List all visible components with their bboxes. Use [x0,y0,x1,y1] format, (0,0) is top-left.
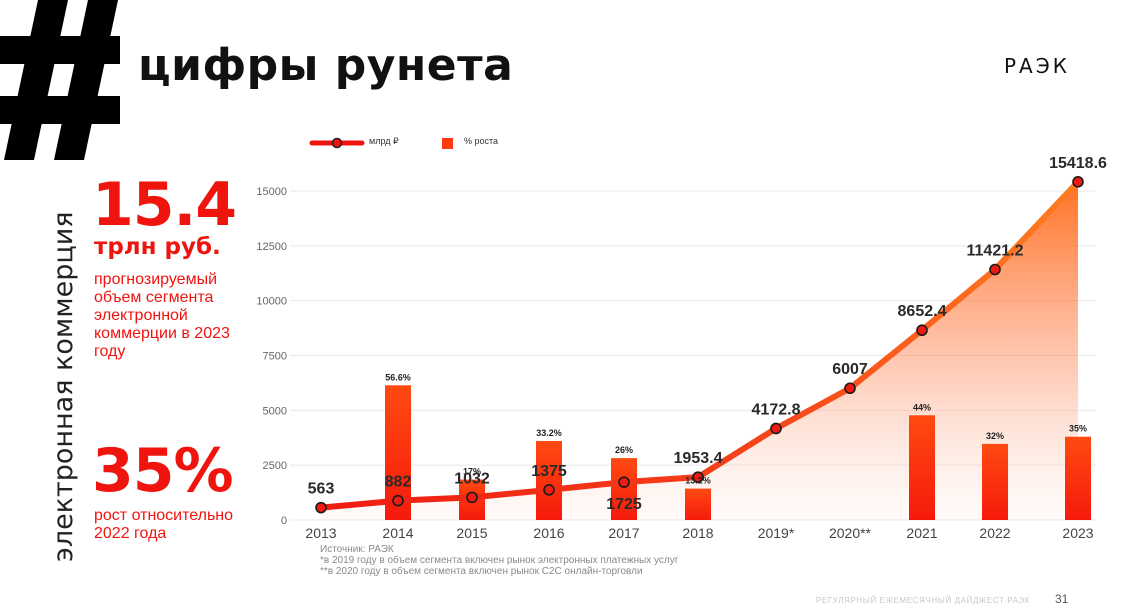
growth-bar-label: 44% [913,402,931,412]
volume-label: 882 [385,474,412,491]
legend-bar-swatch [442,138,453,149]
growth-bar-label: 33.2% [536,428,562,438]
area-fill [321,181,1078,520]
growth-bar [909,415,935,520]
volume-label: 8652.4 [898,303,947,320]
kpi-volume-value: 15.4 [92,170,237,240]
legend-bar-label: % роста [464,136,499,146]
volume-label: 15418.6 [1049,155,1107,172]
legend [309,137,453,149]
volume-point [770,422,782,435]
volume-point [543,484,555,496]
x-axis: 2013 2014 2015 2016 2017 2018 2019* 2020** 2021 2… [305,525,1093,541]
kpi-growth-value: 35% [92,436,234,506]
growth-bar-label: 35% [1069,424,1087,434]
page-number: 31 [1055,592,1069,606]
volume-point [392,494,404,507]
volume-label: 4172.8 [752,401,801,418]
x-tick-label: 2023 [1062,525,1093,541]
footnote-2020: **в 2020 году в объем сегмента включен р… [320,566,643,577]
growth-bar [685,488,711,520]
volume-label: 1725 [606,496,642,513]
page-title: цифры рунета [138,40,514,91]
volume-point [315,501,327,514]
data-labels: 56.6% 17% 33.2% 26% 13.2% 44% 32% 35% 563 882 1032… [308,155,1107,513]
legend-line-label: млрд ₽ [369,136,399,146]
growth-bar [982,443,1008,520]
volume-area [321,181,1078,520]
volume-label: 11421.2 [967,242,1024,259]
volume-label: 6007 [832,361,868,378]
volume-point [1072,176,1084,188]
y-tick-label: 7500 [263,351,287,363]
volume-point [466,491,478,504]
kpi-volume-unit: трлн руб. [94,234,221,260]
growth-bar-label: 17% [463,467,481,477]
volume-point [692,471,704,483]
y-tick-label: 12500 [256,241,287,253]
volume-label: 1953.4 [674,450,723,467]
growth-bars [385,385,1091,520]
x-tick-label: 2015 [456,525,487,541]
x-tick-label: 2020** [829,525,872,541]
footer-text: РЕГУЛЯРНЫЙ ЕЖЕМЕСЯЧНЫЙ ДАЙДЖЕСТ РАЭК [816,596,1031,605]
source-notes: Источник: РАЭК *в 2019 году в объем сегм… [320,544,678,577]
volume-label: 1375 [531,463,567,480]
y-tick-label: 5000 [263,405,287,417]
x-tick-label: 2021 [906,525,937,541]
x-tick-label: 2014 [382,525,413,541]
volume-point [916,324,928,337]
x-tick-label: 2022 [979,525,1010,541]
volume-point [618,476,630,488]
growth-bar [536,440,562,520]
hash-logo-icon [0,0,120,160]
y-axis: 0 2500 5000 7500 10000 12500 15000 [256,186,287,527]
kpi-volume-description: прогнозируемый объем сегмента электронно… [94,271,230,360]
volume-label: 563 [308,481,335,498]
legend-line-marker [331,137,343,149]
x-tick-label: 2013 [305,525,336,541]
volume-point [844,382,856,395]
footnote-2019: *в 2019 году в объем сегмента включен ры… [320,555,679,566]
growth-bar-label: 32% [986,431,1004,441]
y-tick-label: 0 [281,515,287,527]
volume-line [315,176,1084,514]
x-tick-label: 2018 [682,525,713,541]
growth-bar-label: 13.2% [685,476,711,486]
x-tick-label: 2016 [533,525,564,541]
growth-bar-label: 26% [615,445,633,455]
source-note: Источник: РАЭК [320,544,394,555]
y-tick-label: 2500 [263,460,287,472]
growth-bar-label: 56.6% [385,372,411,382]
y-tick-label: 15000 [256,186,287,198]
y-tick-label: 10000 [256,296,287,308]
volume-label: 1032 [454,470,490,487]
volume-point [989,263,1001,276]
brand-logo: РАЭК [1004,54,1070,78]
kpi-growth-description: рост относительно 2022 года [94,507,234,542]
growth-bar [611,458,637,520]
x-tick-label: 2019* [758,525,795,541]
growth-bar [1065,436,1091,520]
x-tick-label: 2017 [608,525,639,541]
